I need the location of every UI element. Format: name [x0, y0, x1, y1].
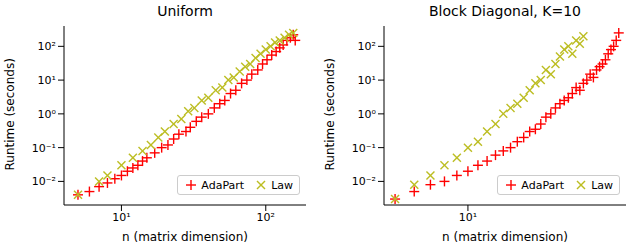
- svg-text:n (matrix dimension): n (matrix dimension): [442, 230, 568, 244]
- html-text:AdaPart: AdaPart: [201, 178, 245, 192]
- html-text:Block Diagonal, K=10: Block Diagonal, K=10: [429, 3, 581, 19]
- svg-text:10⁻²: 10⁻²: [32, 175, 56, 188]
- html-text:Law: Law: [271, 178, 293, 192]
- svg-text:10¹: 10¹: [358, 74, 376, 87]
- svg-text:n (matrix dimension): n (matrix dimension): [122, 230, 248, 244]
- svg-text:10⁻²: 10⁻²: [352, 175, 376, 188]
- svg-text:10¹: 10¹: [112, 211, 130, 224]
- svg-text:10²: 10²: [358, 40, 376, 53]
- svg-text:Runtime (seconds): Runtime (seconds): [323, 58, 337, 170]
- svg-text:10²: 10²: [257, 211, 275, 224]
- svg-text:10⁰: 10⁰: [38, 108, 57, 121]
- svg-text:10⁻¹: 10⁻¹: [352, 142, 376, 155]
- svg-text:Runtime (seconds): Runtime (seconds): [8, 58, 17, 170]
- svg-text:10¹: 10¹: [459, 211, 477, 224]
- svg-text:10¹: 10¹: [38, 74, 56, 87]
- html-text:Law: Law: [591, 178, 613, 192]
- svg-text:10⁰: 10⁰: [358, 108, 377, 121]
- html-text:Uniform: Uniform: [157, 3, 213, 19]
- svg-text:10²: 10²: [38, 40, 56, 53]
- html-text:AdaPart: AdaPart: [521, 178, 565, 192]
- svg-text:10⁻¹: 10⁻¹: [32, 142, 56, 155]
